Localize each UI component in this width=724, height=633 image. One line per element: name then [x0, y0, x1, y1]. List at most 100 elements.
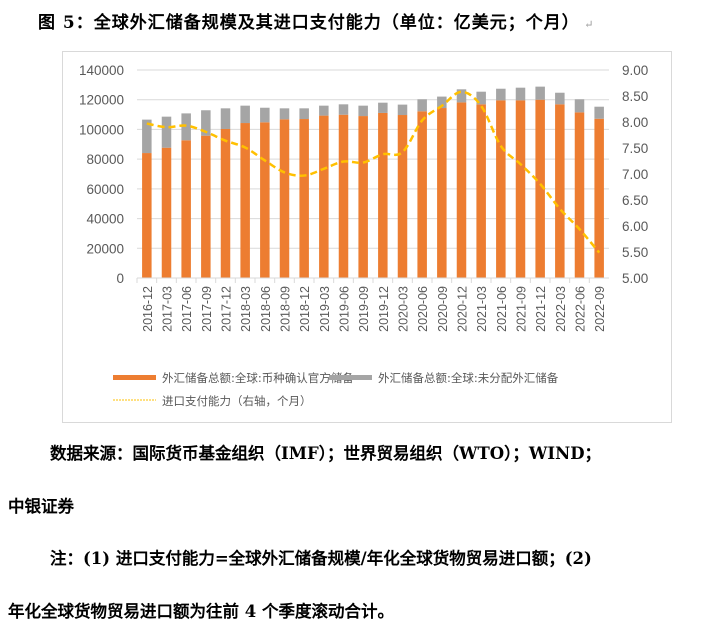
- x-axis-tick-label: 2018-09: [279, 286, 293, 332]
- bar-confirmed-reserves: [515, 100, 526, 279]
- bar-confirmed-reserves: [555, 104, 565, 278]
- legend-label: 进口支付能力（右轴，个月）: [162, 394, 312, 408]
- legend-swatch: [329, 375, 372, 380]
- bar-confirmed-reserves: [260, 122, 270, 278]
- bar-unallocated-reserves: [535, 86, 545, 100]
- bar-unallocated-reserves: [515, 87, 526, 101]
- figure-title: 图 5：全球外汇储备规模及其进口支付能力（单位：亿美元；个月） ↵: [38, 8, 594, 33]
- bar-confirmed-reserves: [378, 112, 388, 279]
- bar-confirmed-reserves: [476, 104, 486, 278]
- bar-confirmed-reserves: [437, 108, 447, 278]
- legend-swatch: [113, 375, 156, 380]
- right-axis-tick-label: 9.00: [622, 63, 648, 78]
- source-line-1: 数据来源：国际货币基金组织（IMF）；世界贸易组织（WTO）；WIND；: [50, 444, 602, 463]
- bar-unallocated-reserves: [161, 116, 172, 148]
- left-axis-tick-label: 60000: [86, 182, 124, 197]
- right-axis-tick-label: 7.00: [622, 167, 648, 182]
- x-axis-tick-label: 2018-06: [259, 286, 273, 332]
- chart-container: 0 20000 40000 60000 80000 100000 120000 140000 5…: [62, 51, 672, 423]
- x-axis-tick-label: 2021-12: [534, 286, 548, 332]
- source-line-2: 中银证券: [8, 497, 74, 516]
- bar-unallocated-reserves: [456, 89, 467, 103]
- note-line-2: 年化全球货物贸易进口额为往前 4 个季度滚动合计。: [8, 602, 394, 621]
- x-axis-tick-label: 2017-09: [200, 286, 214, 332]
- x-axis-tick-label: 2019-12: [377, 286, 391, 332]
- bar-unallocated-reserves: [574, 99, 585, 113]
- bar-confirmed-reserves: [358, 116, 368, 278]
- bar-confirmed-reserves: [594, 118, 604, 278]
- bar-confirmed-reserves: [535, 99, 545, 278]
- x-axis-tick-label: 2020-09: [436, 286, 450, 332]
- x-axis-tick-label: 2021-03: [475, 286, 489, 332]
- bar-confirmed-reserves: [201, 135, 211, 278]
- bar-confirmed-reserves: [456, 102, 467, 278]
- x-axis-tick-label: 2016-12: [141, 286, 155, 332]
- left-axis-tick-label: 40000: [86, 212, 124, 227]
- legend-label: 外汇储备总额:全球:币种确认官方储备: [162, 371, 354, 385]
- right-axis-tick-label: 8.50: [622, 89, 648, 104]
- bar-unallocated-reserves: [437, 96, 447, 109]
- right-axis-tick-label: 5.50: [622, 245, 648, 260]
- left-axis-tick-label: 80000: [86, 152, 124, 167]
- bar-confirmed-reserves: [496, 100, 506, 279]
- bar-confirmed-reserves: [161, 147, 172, 278]
- bar-unallocated-reserves: [378, 102, 388, 113]
- bar-unallocated-reserves: [240, 105, 250, 124]
- bar-unallocated-reserves: [496, 88, 506, 101]
- bar-confirmed-reserves: [220, 128, 231, 278]
- bar-confirmed-reserves: [417, 111, 427, 278]
- x-axis-tick-label: 2021-09: [515, 286, 529, 332]
- x-axis-tick-label: 2019-09: [357, 286, 371, 332]
- bar-confirmed-reserves: [279, 119, 290, 278]
- bar-unallocated-reserves: [555, 92, 565, 105]
- x-axis-tick-label: 2019-06: [338, 286, 352, 332]
- x-axis-tick-label: 2017-06: [180, 286, 194, 332]
- right-axis-tick-label: 6.00: [622, 219, 648, 234]
- x-axis-tick-label: 2017-03: [161, 286, 175, 332]
- left-axis-tick-label: 100000: [79, 122, 124, 137]
- x-axis-tick-label: 2020-06: [416, 286, 430, 332]
- right-axis-tick-label: 6.50: [622, 193, 648, 208]
- x-axis-tick-label: 2021-06: [495, 286, 509, 332]
- bar-confirmed-reserves: [574, 112, 585, 278]
- x-axis-tick-label: 2018-12: [298, 286, 312, 332]
- bar-unallocated-reserves: [319, 105, 329, 116]
- x-axis-tick-label: 2017-12: [220, 286, 234, 332]
- x-axis-tick-label: 2020-03: [397, 286, 411, 332]
- x-axis-tick-label: 2022-06: [574, 286, 588, 332]
- right-axis-tick-label: 8.00: [622, 115, 648, 130]
- bar-unallocated-reserves: [358, 105, 368, 117]
- import-coverage-line: [146, 90, 601, 254]
- bar-unallocated-reserves: [260, 107, 270, 123]
- bar-confirmed-reserves: [299, 119, 309, 279]
- x-axis-tick-label: 2020-12: [456, 286, 470, 332]
- x-axis-tick-label: 2019-03: [318, 286, 332, 332]
- bar-unallocated-reserves: [279, 108, 290, 120]
- paragraph-mark: ↵: [579, 18, 595, 31]
- bar-unallocated-reserves: [397, 104, 408, 116]
- legend-label: 外汇储备总额:全球:未分配外汇储备: [378, 371, 559, 385]
- x-axis-tick-label: 2018-03: [239, 286, 253, 332]
- bar-confirmed-reserves: [240, 123, 250, 278]
- note-line-1: 注：(1) 进口支付能力=全球外汇储备规模/年化全球货物贸易进口额；(2): [50, 549, 592, 568]
- left-axis-tick-label: 140000: [79, 63, 124, 78]
- left-axis-tick-label: 0: [116, 271, 124, 286]
- right-axis-tick-label: 7.50: [622, 141, 648, 156]
- left-axis-tick-label: 20000: [86, 241, 124, 256]
- bar-confirmed-reserves: [338, 114, 349, 278]
- bar-unallocated-reserves: [476, 91, 486, 105]
- bar-unallocated-reserves: [299, 108, 309, 120]
- x-axis-tick-label: 2022-03: [554, 286, 568, 332]
- left-axis-tick-label: 120000: [79, 93, 124, 108]
- bar-confirmed-reserves: [181, 140, 191, 278]
- bar-unallocated-reserves: [201, 110, 211, 136]
- x-axis-tick-label: 2022-09: [593, 286, 607, 332]
- bar-confirmed-reserves: [319, 115, 329, 279]
- bar-unallocated-reserves: [220, 108, 231, 129]
- bar-unallocated-reserves: [338, 104, 349, 115]
- combo-chart: 0 20000 40000 60000 80000 100000 120000 140000 5…: [79, 63, 648, 408]
- bar-unallocated-reserves: [142, 119, 152, 154]
- right-axis-tick-label: 5.00: [622, 271, 648, 286]
- bar-confirmed-reserves: [142, 153, 152, 278]
- figure-title-text: 图 5：全球外汇储备规模及其进口支付能力（单位：亿美元；个月）: [38, 13, 580, 33]
